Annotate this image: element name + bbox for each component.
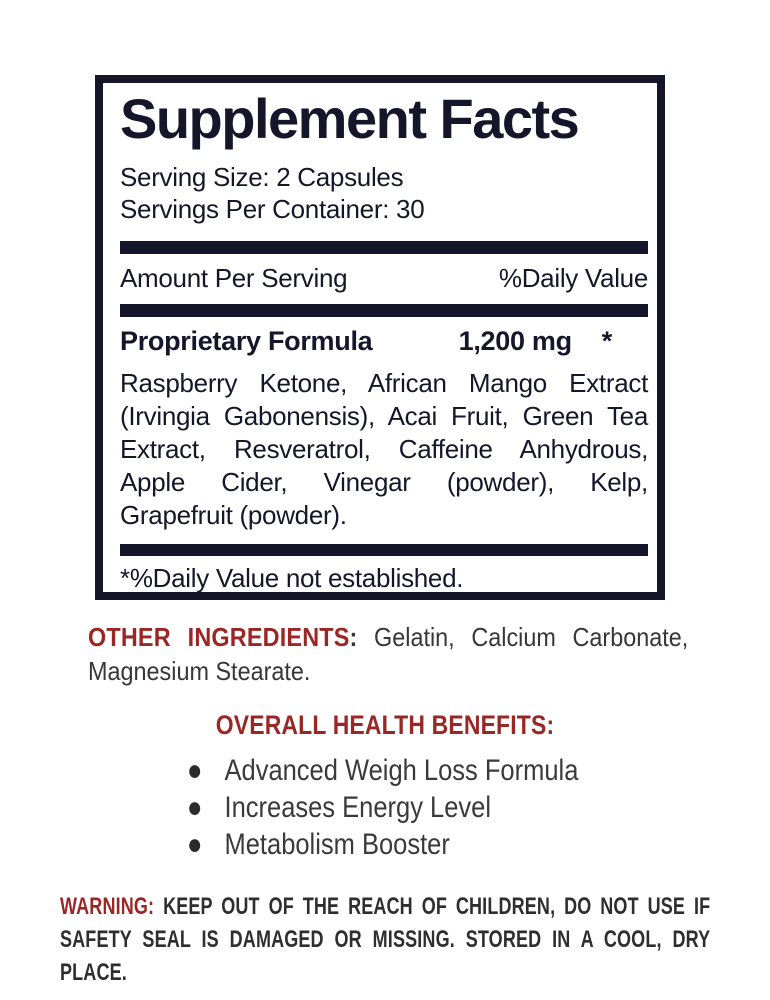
formula-asterisk: * <box>601 326 613 356</box>
formula-name: Proprietary Formula <box>120 326 373 356</box>
amount-per-serving-label: Amount Per Serving <box>120 263 348 293</box>
supplement-facts-panel: Supplement Facts Serving Size: 2 Capsule… <box>95 75 665 600</box>
benefits-list: ● Advanced Weigh Loss Formula ● Increase… <box>187 752 595 863</box>
daily-value-footnote: *%Daily Value not established. <box>120 563 464 593</box>
serving-size: Serving Size: 2 Capsules <box>120 162 404 192</box>
daily-value-header-row: Amount Per Serving %Daily Value <box>120 254 648 304</box>
servings-per-container: Servings Per Container: 30 <box>120 194 425 224</box>
formula-amount: 1,200 mg <box>458 326 572 356</box>
divider-bar-top <box>120 241 648 254</box>
other-ingredients-label: OTHER INGREDIENTS <box>88 622 350 652</box>
formula-row: Proprietary Formula 1,200 mg * <box>120 328 648 355</box>
other-ingredients-text: Gelatin, Calcium Carbonate, Magnesium St… <box>88 622 689 686</box>
benefit-label: Increases Energy Level <box>224 791 491 824</box>
benefit-item: ● Increases Energy Level <box>187 789 595 826</box>
benefit-item: ● Advanced Weigh Loss Formula <box>187 752 595 789</box>
other-ingredients-colon: : <box>349 622 358 652</box>
divider-bar-middle <box>120 304 648 317</box>
benefits-heading: OVERALL HEALTH BENEFITS: <box>215 710 555 740</box>
divider-bar-bottom <box>120 544 648 556</box>
ingredients-paragraph: Raspberry Ketone, African Mango Extract … <box>120 368 648 530</box>
benefit-label: Metabolism Booster <box>224 828 450 861</box>
benefit-label: Advanced Weigh Loss Formula <box>224 754 579 787</box>
benefit-item: ● Metabolism Booster <box>187 826 595 863</box>
daily-value-label: %Daily Value <box>498 263 648 293</box>
warning-section: WARNING: KEEP OUT OF THE REACH OF CHILDR… <box>60 890 710 989</box>
warning-text: KEEP OUT OF THE REACH OF CHILDREN, DO NO… <box>60 893 711 986</box>
serving-info: Serving Size: 2 Capsules Servings Per Co… <box>120 161 648 225</box>
panel-title: Supplement Facts <box>120 87 580 150</box>
bullet-icon: ● <box>187 754 203 787</box>
warning-label: WARNING: <box>60 893 155 920</box>
other-ingredients-section: OTHER INGREDIENTS: Gelatin, Calcium Carb… <box>88 620 688 688</box>
formula-amount-group: 1,200 mg * <box>459 328 648 355</box>
bullet-icon: ● <box>187 828 203 861</box>
bullet-icon: ● <box>187 791 203 824</box>
